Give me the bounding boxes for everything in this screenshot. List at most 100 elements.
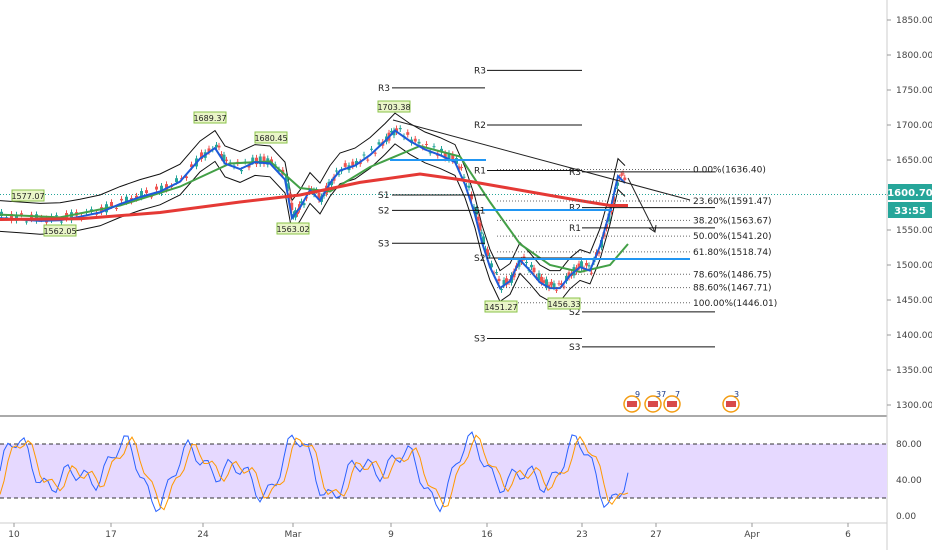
fib-label: 88.60%(1467.71) [693, 284, 772, 294]
candle-body [300, 201, 303, 204]
candle-body [610, 210, 613, 212]
pivot-label: S1 [378, 191, 389, 201]
candle-body [25, 221, 28, 223]
bollinger-upper [0, 112, 626, 272]
price-pane[interactable] [0, 0, 887, 415]
pivot-label: S3 [569, 343, 580, 353]
candle-body [552, 283, 556, 288]
fib-label: 50.00%(1541.20) [693, 232, 772, 242]
candle-body [160, 185, 163, 194]
candle-body [20, 213, 23, 215]
candle-body [120, 198, 123, 201]
candle-body [145, 190, 148, 194]
time-tick-label: 16 [481, 530, 493, 540]
candle-body [395, 128, 398, 133]
candle-body [351, 161, 355, 167]
candle-body [557, 283, 561, 285]
candle-body [532, 267, 536, 273]
forecast-arrow[interactable] [627, 177, 656, 233]
ma-green [0, 144, 629, 274]
candle-body [251, 157, 255, 162]
candle-body [470, 194, 473, 200]
candle-body [200, 152, 203, 160]
candle-body [577, 263, 581, 268]
event-count: 7 [675, 390, 680, 399]
time-tick-label: 27 [650, 530, 661, 540]
price-label-box [484, 300, 518, 313]
current-price-text: 1600.70 [887, 188, 932, 199]
candle-body [190, 164, 193, 168]
candle-body [222, 154, 226, 162]
time-tick-label: 9 [388, 530, 394, 540]
forecast-arrow-head [648, 224, 657, 233]
candle-body [335, 170, 338, 172]
time-tick-label: 17 [105, 530, 116, 540]
candle-body [460, 167, 463, 169]
us-flag-icon [667, 401, 677, 407]
candle-body [443, 153, 447, 159]
candle-body [530, 264, 533, 268]
fib-label: 61.80%(1518.74) [693, 248, 772, 258]
price-label: 1563.02 [276, 225, 309, 234]
candle-body [240, 170, 243, 172]
price-label-box [276, 222, 310, 235]
pivot-label: S1 [474, 206, 485, 216]
candle-body [70, 212, 73, 221]
price-label: 1703.38 [377, 103, 410, 112]
candle-body [355, 161, 358, 165]
candle-body [215, 144, 218, 148]
candle-body [55, 215, 58, 217]
stoch-axis[interactable]: 80.00 40.00 0.00 [896, 440, 922, 522]
price-label-box [43, 224, 77, 237]
candle-body [35, 214, 38, 221]
economic-events[interactable]: 9 37 7 3 [623, 390, 740, 413]
candle-body [417, 141, 421, 144]
candle-body [330, 181, 333, 186]
price-tick-label: 1650.00 [896, 156, 932, 166]
time-tick-label: 6 [845, 530, 851, 540]
candle-body [462, 176, 466, 178]
candle-body [475, 208, 478, 215]
stoch-tick-label: 0.00 [896, 512, 916, 522]
pivot-label: R2 [474, 121, 486, 131]
candle-body [155, 186, 158, 190]
candle-body [476, 216, 480, 221]
candle-body [370, 148, 373, 150]
candle-body [522, 256, 526, 259]
candle-body [185, 176, 188, 179]
candle-body [165, 184, 168, 190]
pivot-points-group-2[interactable]: R3 R2 R1 S2 S3 [569, 168, 715, 353]
countdown-text: 33:55 [894, 206, 926, 217]
candle-body [497, 278, 501, 282]
fibonacci-retracement[interactable]: 0.00%(1636.40) 23.60%(1591.47) 38.20%(1563… [497, 166, 777, 309]
candle-body [555, 289, 558, 291]
candle-body [505, 278, 508, 285]
time-axis[interactable]: 10 17 24 Mar 9 16 23 27 Apr 6 [8, 523, 851, 540]
price-tick-label: 1750.00 [896, 86, 932, 96]
pivot-label: S2 [474, 254, 485, 264]
candle-body [373, 152, 377, 154]
candle-body [616, 182, 619, 186]
price-label-box [254, 131, 288, 144]
candle-body [537, 273, 541, 281]
candle-body [550, 281, 553, 286]
event-count: 37 [656, 390, 666, 399]
fib-label: 38.20%(1563.67) [693, 216, 772, 226]
pivot-points-group-left[interactable]: R3 S1 S2 S3 [378, 84, 485, 249]
event-count: 9 [635, 390, 640, 399]
price-label: 1562.05 [43, 227, 76, 236]
candle-body [619, 174, 623, 176]
trend-line[interactable] [392, 119, 691, 201]
pivot-label: R2 [569, 204, 581, 214]
pivot-label: S2 [569, 308, 580, 318]
pivot-label: R1 [474, 167, 486, 177]
price-label-box [11, 189, 45, 202]
fib-label: 23.60%(1591.47) [693, 197, 772, 207]
price-tick-label: 1800.00 [896, 51, 932, 61]
candle-body [296, 211, 299, 215]
candle-body [270, 159, 273, 164]
pivot-label: R3 [378, 84, 390, 94]
price-label: 1456.33 [547, 300, 580, 309]
candle-body [597, 251, 601, 254]
